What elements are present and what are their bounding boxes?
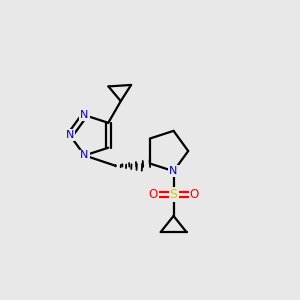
Text: O: O [190,188,199,201]
Text: N: N [80,110,89,120]
Text: S: S [169,188,178,201]
Text: O: O [148,188,158,201]
Text: N: N [80,150,89,161]
Text: N: N [66,130,74,140]
Text: N: N [169,166,178,176]
